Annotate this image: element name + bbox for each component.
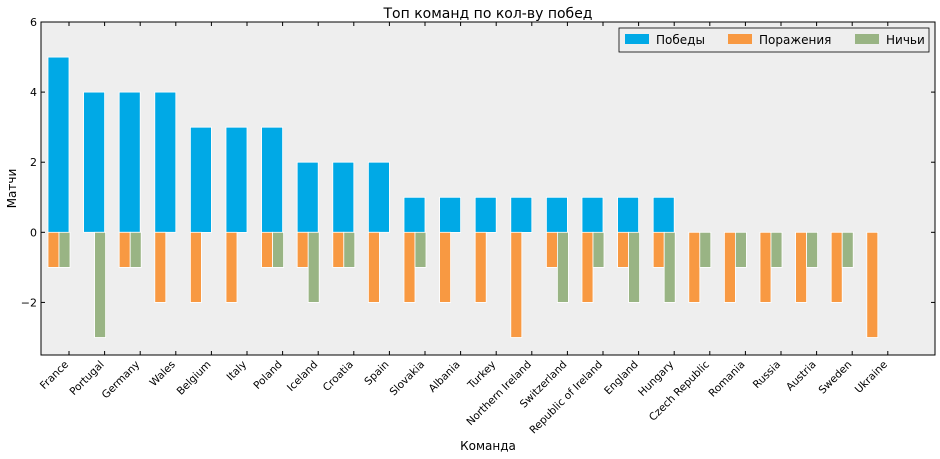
bar-draws-iceland	[307, 231, 320, 303]
bar-wins-germany	[118, 91, 141, 233]
bar-wins-republic-of-ireland	[581, 196, 604, 233]
bar-draws-austria	[806, 231, 818, 268]
bar-losses-england	[617, 231, 629, 268]
bar-wins-portugal	[83, 91, 105, 233]
bar-draws-hungary	[663, 231, 676, 303]
x-tick-label: Poland	[251, 359, 284, 392]
bar-draws-republic-of-ireland	[592, 231, 605, 268]
bar-losses-turkey	[474, 231, 487, 303]
legend-swatch	[728, 34, 752, 44]
x-tick-label: Italy	[225, 359, 250, 384]
y-tick-label: 4	[30, 86, 37, 99]
x-tick-label: Croatia	[321, 359, 356, 394]
x-tick-label: Slovakia	[387, 359, 427, 399]
bar-losses-romania	[724, 231, 736, 303]
x-tick-label: Spain	[362, 359, 391, 388]
bar-losses-france	[47, 231, 60, 268]
bar-losses-poland	[261, 231, 274, 268]
bar-losses-spain	[367, 231, 380, 303]
bar-draws-portugal	[94, 231, 106, 338]
bar-losses-sweden	[830, 231, 843, 303]
bar-wins-turkey	[474, 196, 497, 233]
bar-losses-albania	[439, 231, 452, 303]
y-tick-label: −2	[21, 296, 37, 309]
x-tick-label: Austria	[784, 359, 819, 394]
y-axis-label: Матчи	[5, 169, 19, 209]
x-tick-label: Romania	[707, 359, 748, 400]
y-tick-label: 0	[30, 226, 37, 239]
bar-wins-wales	[154, 91, 177, 233]
bar-draws-poland	[272, 231, 285, 268]
bar-wins-albania	[439, 196, 462, 233]
chart-title: Топ команд по кол-ву побед	[383, 6, 593, 22]
bar-losses-hungary	[652, 231, 665, 268]
x-axis-label: Команда	[460, 439, 516, 453]
bar-losses-slovakia	[403, 231, 416, 303]
bar-wins-poland	[261, 126, 284, 233]
x-tick-label: Albania	[427, 359, 463, 395]
bar-wins-slovakia	[403, 196, 426, 233]
bar-losses-austria	[795, 231, 807, 303]
y-tick-label: 6	[30, 16, 37, 29]
x-tick-label: Czech Republic	[647, 358, 712, 423]
x-tick-label: France	[38, 359, 71, 392]
bar-losses-ukraine	[866, 231, 879, 338]
bar-draws-czech-republic	[699, 231, 712, 268]
x-tick-label: Iceland	[285, 359, 320, 394]
bar-losses-wales	[154, 231, 167, 303]
bar-draws-romania	[735, 231, 747, 268]
x-tick-label: Northern Ireland	[464, 359, 533, 428]
y-axis: 6 4 2 0 −2	[21, 16, 935, 309]
bar-draws-sweden	[841, 231, 854, 268]
bar-draws-france	[58, 231, 71, 268]
x-tick-label: Turkey	[465, 359, 498, 392]
bar-losses-russia	[759, 231, 772, 303]
x-tick-label: Sweden	[816, 359, 854, 397]
bar-wins-northern-ireland	[510, 196, 533, 233]
bar-losses-czech-republic	[688, 231, 701, 303]
bar-wins-spain	[367, 161, 390, 233]
bar-draws-germany	[129, 231, 142, 268]
x-tick-label: Belgium	[175, 359, 214, 398]
bar-draws-england	[628, 231, 640, 303]
x-tick-label: England	[602, 359, 641, 398]
legend: Победы Поражения Ничьи	[618, 27, 930, 53]
x-tick-label: Ukraine	[853, 359, 890, 396]
bar-losses-croatia	[332, 231, 345, 268]
bar-losses-republic-of-ireland	[581, 231, 594, 303]
bar-wins-france	[47, 56, 70, 233]
x-tick-label: Wales	[148, 359, 178, 389]
bar-wins-england	[617, 196, 639, 233]
x-tick-label: Russia	[751, 359, 783, 391]
bar-draws-croatia	[343, 231, 356, 268]
legend-swatch	[625, 34, 649, 44]
legend-label: Ничьи	[886, 33, 925, 47]
bar-draws-switzerland	[557, 231, 569, 303]
bar-losses-switzerland	[546, 231, 558, 268]
bar-wins-belgium	[189, 126, 212, 233]
bar-wins-croatia	[332, 161, 355, 233]
bar-losses-germany	[118, 231, 131, 268]
bar-wins-switzerland	[546, 196, 568, 233]
bar-wins-hungary	[652, 196, 675, 233]
bars-group	[47, 56, 879, 338]
bar-losses-italy	[225, 231, 238, 303]
bar-losses-belgium	[189, 231, 202, 303]
legend-swatch	[855, 34, 879, 44]
bar-losses-northern-ireland	[510, 231, 523, 338]
bar-wins-italy	[225, 126, 248, 233]
bar-draws-russia	[770, 231, 783, 268]
bar-draws-slovakia	[414, 231, 427, 268]
legend-label: Победы	[656, 33, 705, 47]
y-tick-label: 2	[30, 156, 37, 169]
legend-label: Поражения	[759, 33, 831, 47]
bar-wins-iceland	[296, 161, 319, 233]
bar-losses-iceland	[296, 231, 309, 268]
x-tick-label: Germany	[100, 359, 143, 402]
